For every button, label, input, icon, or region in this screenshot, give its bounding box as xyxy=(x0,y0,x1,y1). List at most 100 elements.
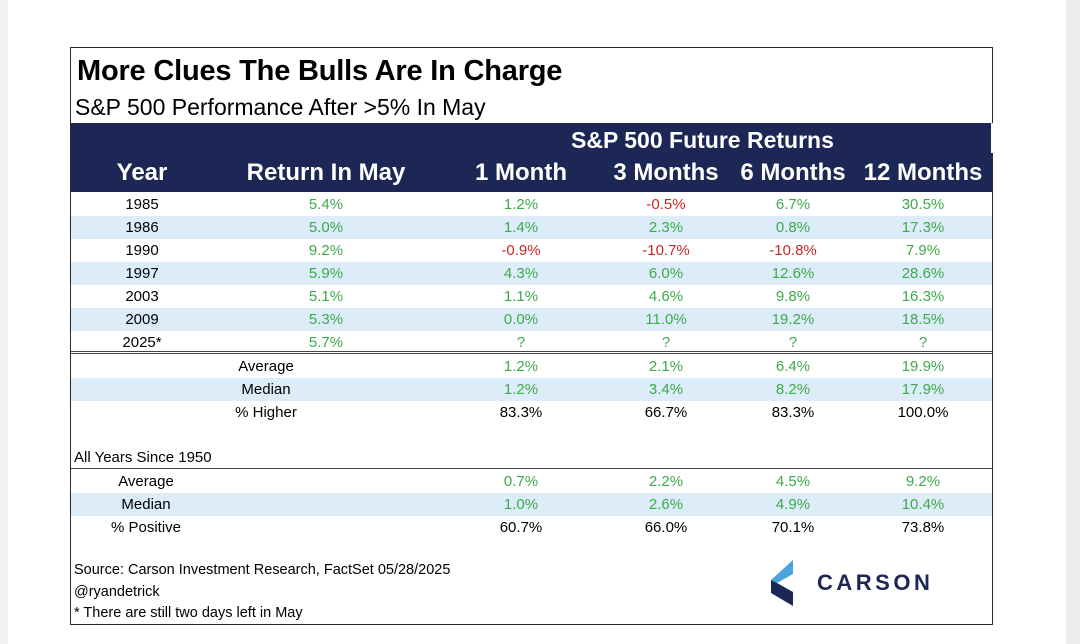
col-header-return-in-may: Return In May xyxy=(246,159,406,186)
m1-return-cell: 1.2% xyxy=(503,196,539,213)
m3-return-cell: 2.1% xyxy=(648,358,684,375)
carson-chevron-logo-icon xyxy=(771,560,793,606)
table-row: 2009 5.3% 0.0% 11.0% 19.2% 18.5% xyxy=(71,308,992,331)
m3-return-cell: 4.6% xyxy=(648,288,684,305)
m12-return-cell: 16.3% xyxy=(901,288,945,305)
m6-return-cell: 4.9% xyxy=(775,496,811,513)
may-return-cell: 5.9% xyxy=(308,265,344,282)
m12-return-cell: 100.0% xyxy=(897,404,949,421)
m1-return-cell: 1.0% xyxy=(503,496,539,513)
all-years-row: Average 0.7% 2.2% 4.5% 9.2% xyxy=(71,470,992,493)
carson-logo: CARSON xyxy=(767,558,952,608)
year-cell: 2009 xyxy=(125,311,159,328)
m12-return-cell: 17.3% xyxy=(901,219,945,236)
year-cell: 2003 xyxy=(125,288,159,305)
all-years-row: % Positive 60.7% 66.0% 70.1% 73.8% xyxy=(71,516,992,539)
summary-row: Median 1.2% 3.4% 8.2% 17.9% xyxy=(71,378,992,401)
page-subtitle: S&P 500 Performance After >5% In May xyxy=(75,94,486,120)
m3-return-cell: 2.6% xyxy=(648,496,684,513)
table-row: 2025* 5.7% ? ? ? ? xyxy=(71,331,992,354)
summary-label: Average xyxy=(238,358,294,375)
year-cell: 2025* xyxy=(122,334,162,351)
right-margin-strip xyxy=(1066,0,1080,644)
may-return-cell: 9.2% xyxy=(308,242,344,259)
all-years-label: Average xyxy=(118,473,174,490)
m12-return-cell: 7.9% xyxy=(905,242,941,259)
col-header-6-months: 6 Months xyxy=(740,159,846,186)
table-row: 1986 5.0% 1.4% 2.3% 0.8% 17.3% xyxy=(71,216,992,239)
m3-return-cell: 3.4% xyxy=(648,381,684,398)
m1-return-cell: 4.3% xyxy=(503,265,539,282)
m3-return-cell: 6.0% xyxy=(648,265,684,282)
all-years-label: % Positive xyxy=(110,519,182,536)
may-return-cell: 5.4% xyxy=(308,196,344,213)
m3-return-cell: 11.0% xyxy=(645,311,687,328)
m1-return-cell: 0.7% xyxy=(503,473,539,490)
m12-return-cell: 17.9% xyxy=(901,381,945,398)
year-cell: 1985 xyxy=(125,196,159,213)
divider xyxy=(71,468,992,469)
m6-return-cell: 4.5% xyxy=(775,473,811,490)
author-handle: @ryandetrick xyxy=(74,584,160,600)
may-return-cell: 5.3% xyxy=(308,311,344,328)
all-years-row: Median 1.0% 2.6% 4.9% 10.4% xyxy=(71,493,992,516)
m6-return-cell: -10.8% xyxy=(769,242,817,259)
future-returns-group-header: S&P 500 Future Returns xyxy=(571,127,834,153)
m1-return-cell: 83.3% xyxy=(499,404,543,421)
source-note: Source: Carson Investment Research, Fact… xyxy=(74,562,451,578)
may-return-cell: 5.1% xyxy=(308,288,344,305)
header-divider xyxy=(991,123,993,153)
m12-return-cell: 30.5% xyxy=(901,196,945,213)
summary-row: % Higher 83.3% 66.7% 83.3% 100.0% xyxy=(71,401,992,424)
m6-return-cell: 19.2% xyxy=(771,311,815,328)
m6-return-cell: ? xyxy=(788,334,798,351)
table-row: 1985 5.4% 1.2% -0.5% 6.7% 30.5% xyxy=(71,193,992,216)
m6-return-cell: 83.3% xyxy=(771,404,815,421)
all-years-label: Median xyxy=(121,496,171,513)
m1-return-cell: -0.9% xyxy=(501,242,541,259)
m3-return-cell: 2.3% xyxy=(648,219,684,236)
year-cell: 1990 xyxy=(125,242,159,259)
m12-return-cell: 18.5% xyxy=(901,311,945,328)
divider xyxy=(71,353,992,354)
m1-return-cell: ? xyxy=(516,334,526,351)
m6-return-cell: 6.4% xyxy=(775,358,811,375)
logo-wordmark: CARSON xyxy=(817,570,934,595)
m12-return-cell: ? xyxy=(918,334,928,351)
year-cell: 1997 xyxy=(125,265,159,282)
m6-return-cell: 8.2% xyxy=(775,381,811,398)
footnote: * There are still two days left in May xyxy=(74,605,303,621)
m6-return-cell: 9.8% xyxy=(775,288,811,305)
m12-return-cell: 10.4% xyxy=(901,496,945,513)
may-return-cell: 5.7% xyxy=(308,334,344,351)
m3-return-cell: 66.7% xyxy=(644,404,688,421)
m1-return-cell: 1.2% xyxy=(503,358,539,375)
table-row: 2003 5.1% 1.1% 4.6% 9.8% 16.3% xyxy=(71,285,992,308)
m6-return-cell: 6.7% xyxy=(775,196,811,213)
m1-return-cell: 1.2% xyxy=(503,381,539,398)
col-header-1-month: 1 Month xyxy=(475,159,567,186)
m1-return-cell: 1.1% xyxy=(503,288,539,305)
m12-return-cell: 73.8% xyxy=(901,519,945,536)
table-header-band xyxy=(71,123,993,192)
m1-return-cell: 0.0% xyxy=(503,311,539,328)
table-row: 1997 5.9% 4.3% 6.0% 12.6% 28.6% xyxy=(71,262,992,285)
m6-return-cell: 0.8% xyxy=(775,219,811,236)
m3-return-cell: 66.0% xyxy=(644,519,688,536)
m3-return-cell: -0.5% xyxy=(646,196,686,213)
table-row: 1990 9.2% -0.9% -10.7% -10.8% 7.9% xyxy=(71,239,992,262)
m6-return-cell: 70.1% xyxy=(771,519,815,536)
divider xyxy=(71,351,992,352)
returns-table-card: More Clues The Bulls Are In Charge S&P 5… xyxy=(70,47,993,625)
m3-return-cell: ? xyxy=(661,334,671,351)
page-title: More Clues The Bulls Are In Charge xyxy=(77,55,563,87)
col-header-12-months: 12 Months xyxy=(863,159,983,186)
m12-return-cell: 28.6% xyxy=(901,265,945,282)
m1-return-cell: 60.7% xyxy=(499,519,543,536)
summary-label: Median xyxy=(241,381,291,398)
left-margin-strip xyxy=(0,0,8,644)
summary-label: % Higher xyxy=(235,404,297,421)
year-cell: 1986 xyxy=(125,219,159,236)
m6-return-cell: 12.6% xyxy=(771,265,815,282)
all-years-section-label: All Years Since 1950 xyxy=(74,449,212,466)
